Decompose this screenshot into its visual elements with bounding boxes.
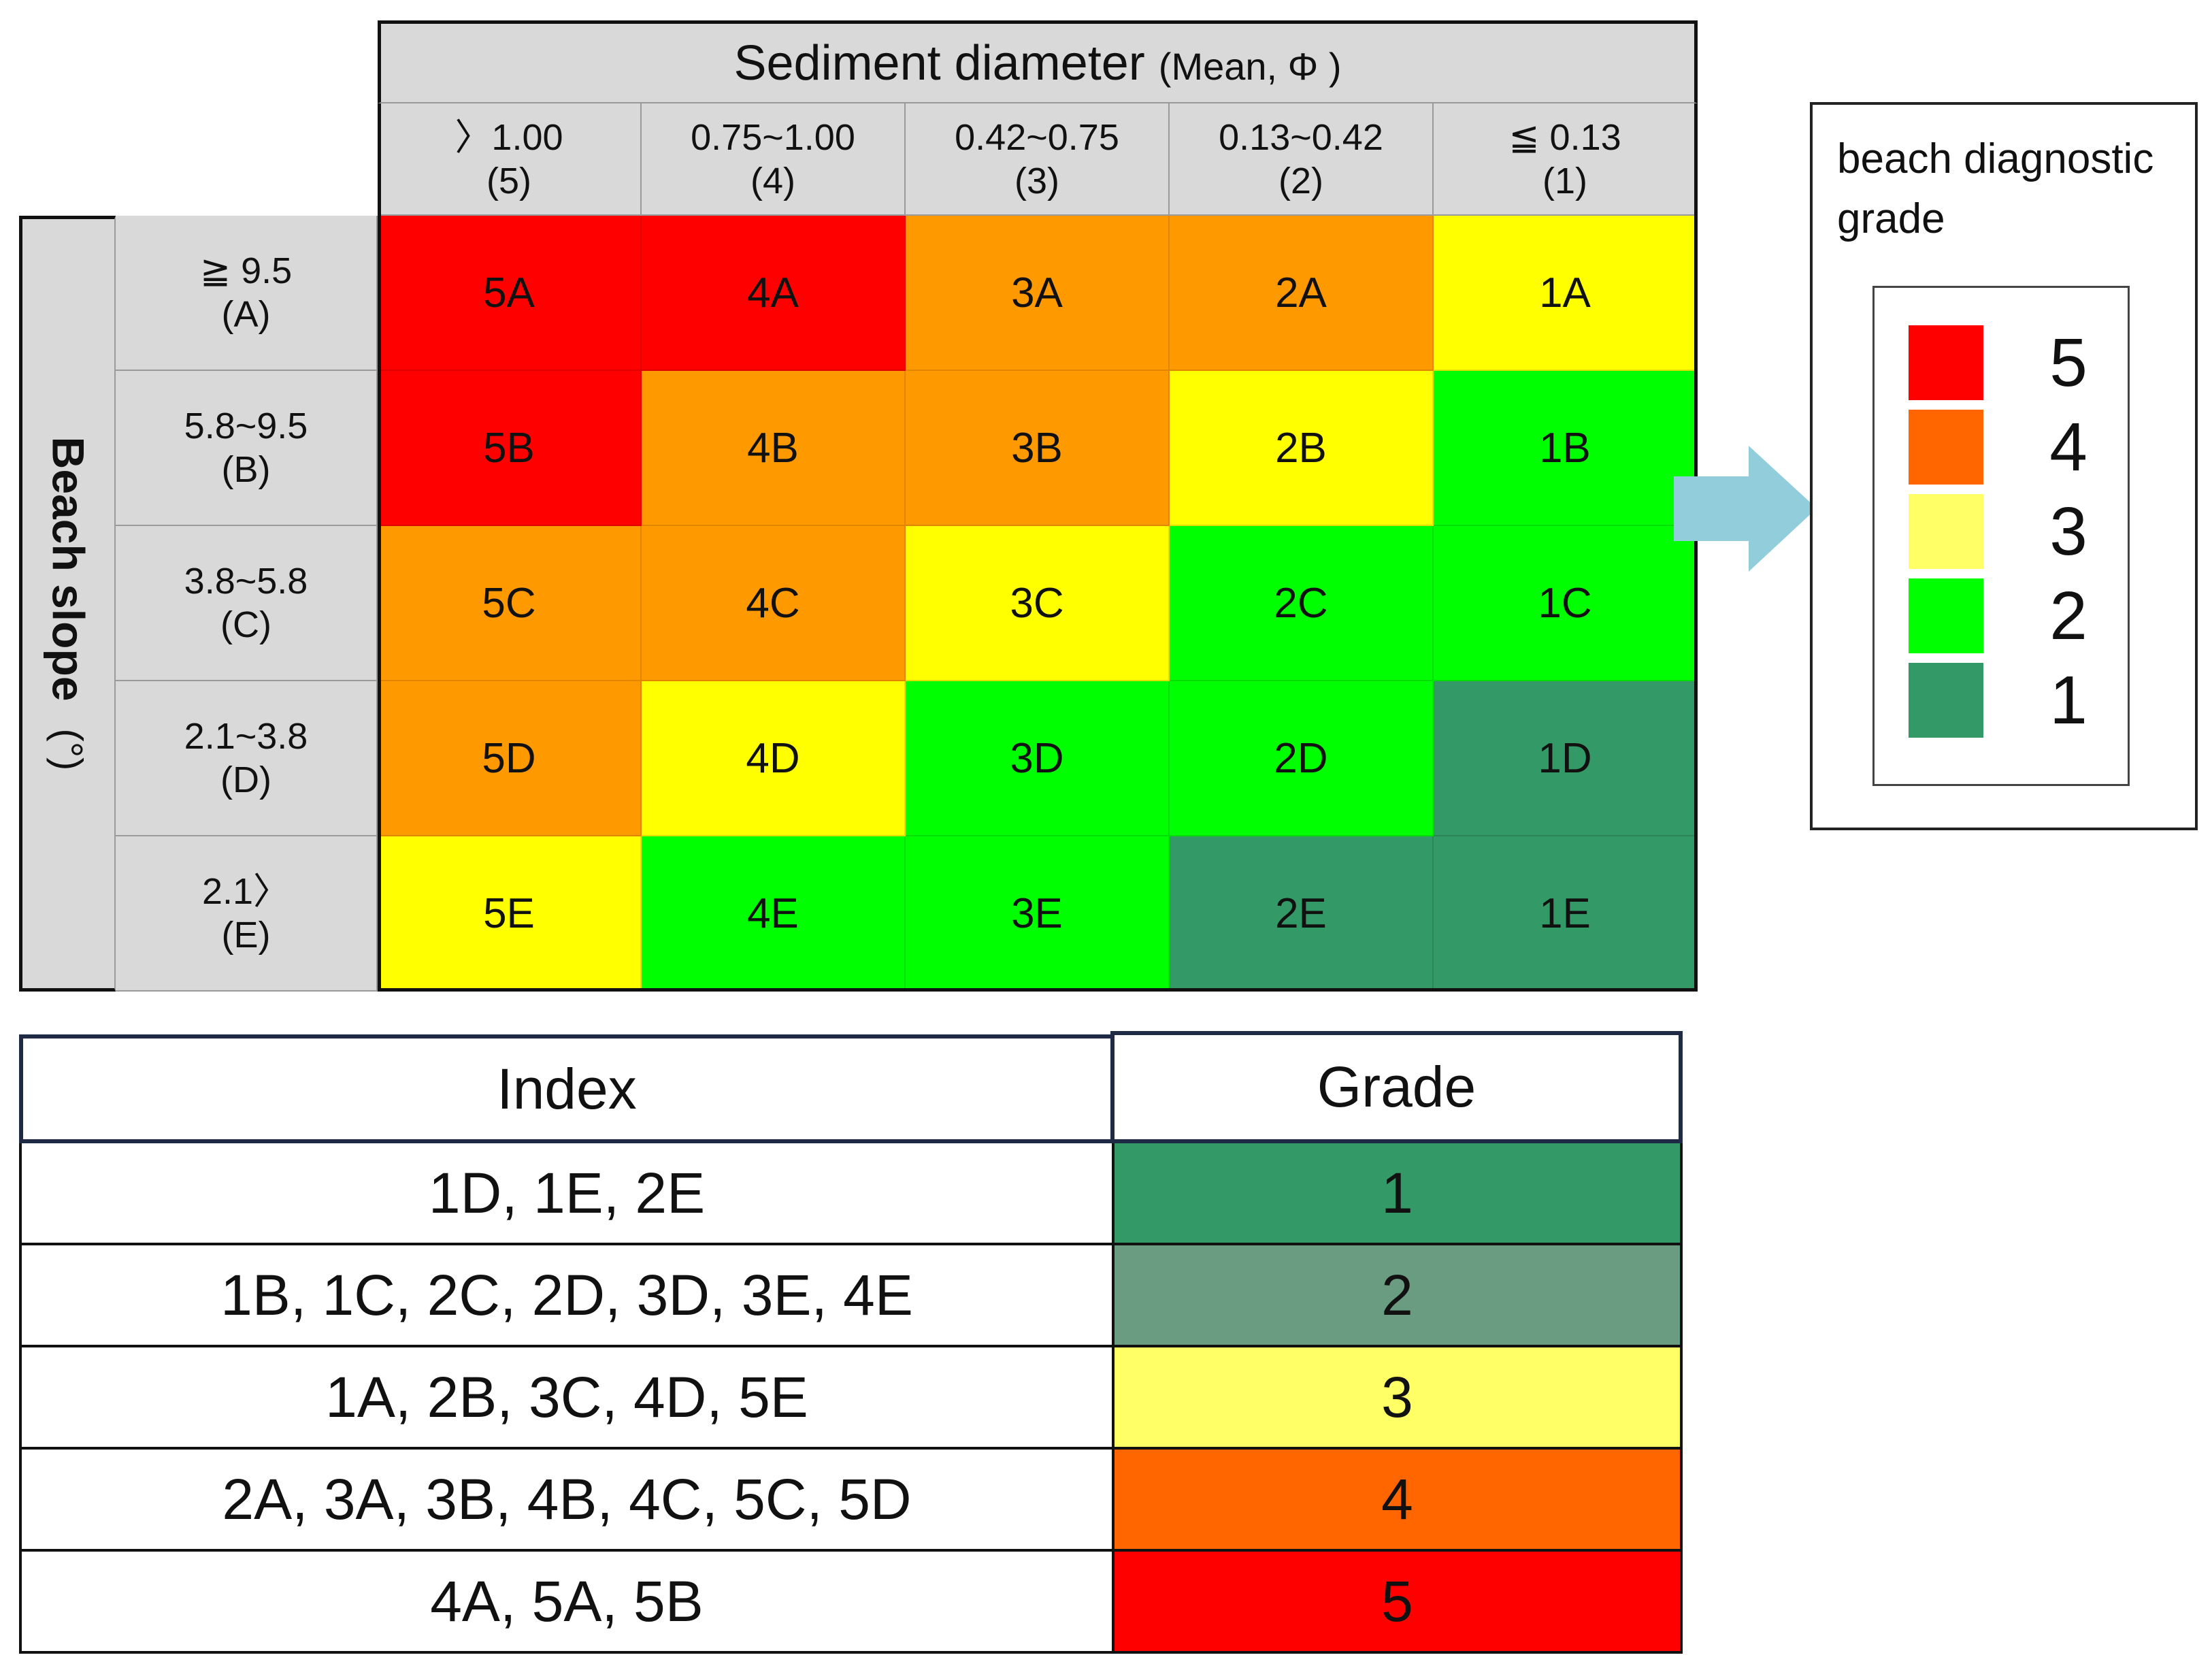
row-range: 2.1〉 (201, 871, 291, 912)
row-header-2: 5.8~9.5 (B) (116, 371, 378, 526)
matrix-cell-4A: 4A (642, 216, 906, 371)
row-axis-header: Beach slope (°) (19, 216, 116, 992)
matrix-cell-3D: 3D (906, 681, 1170, 836)
legend-label-3: 3 (2049, 493, 2087, 570)
legend-label-1: 1 (2049, 661, 2087, 738)
grade-table-index-header: Index (19, 1034, 1115, 1143)
column-axis-unit: (Mean, Φ ) (1158, 44, 1342, 88)
column-header-2: 0.75~1.00 (4) (642, 103, 906, 216)
row-range: 3.8~5.8 (184, 561, 308, 602)
matrix-cell-3B: 3B (906, 371, 1170, 526)
matrix-cell-5E: 5E (378, 836, 642, 992)
column-header-3: 0.42~0.75 (3) (906, 103, 1170, 216)
row-axis-title: Beach slope (°) (43, 437, 95, 771)
matrix-cell-3C: 3C (906, 526, 1170, 681)
matrix-cell-1E: 1E (1434, 836, 1698, 992)
column-code: (5) (486, 160, 531, 201)
legend-swatch-4 (1909, 410, 1983, 485)
matrix-cell-4E: 4E (642, 836, 906, 992)
grade-row-index: 1B, 1C, 2C, 2D, 3D, 3E, 4E (19, 1245, 1115, 1347)
grade-row-index: 1A, 2B, 3C, 4D, 5E (19, 1347, 1115, 1450)
row-header-3: 3.8~5.8 (C) (116, 526, 378, 681)
matrix-cell-3E: 3E (906, 836, 1170, 992)
column-range: 〉1.00 (455, 116, 563, 158)
row-code: (C) (220, 604, 271, 645)
grade-header-label: Grade (1317, 1055, 1476, 1119)
legend-swatch-5 (1909, 325, 1983, 400)
grade-row-index: 2A, 3A, 3B, 4B, 4C, 5C, 5D (19, 1450, 1115, 1552)
matrix-cell-2C: 2C (1170, 526, 1434, 681)
matrix-cell-1B: 1B (1434, 371, 1698, 526)
row-code: (B) (221, 449, 271, 490)
row-code: (D) (220, 759, 271, 800)
column-axis-title: Sediment diameter (Mean, Φ ) (733, 35, 1341, 91)
column-range: 0.75~1.00 (691, 116, 855, 158)
row-range: 5.8~9.5 (184, 406, 308, 446)
grade-table-grade-header: Grade (1110, 1031, 1683, 1143)
matrix-cell-1D: 1D (1434, 681, 1698, 836)
row-code: (A) (221, 294, 271, 335)
column-range: 0.42~0.75 (955, 116, 1119, 158)
legend-title-line1: beach diagnostic (1837, 135, 2154, 182)
matrix-cell-2B: 2B (1170, 371, 1434, 526)
matrix-cell-4D: 4D (642, 681, 906, 836)
row-range: 2.1~3.8 (184, 716, 308, 757)
grade-row-grade: 3 (1115, 1347, 1683, 1450)
matrix-cell-2E: 2E (1170, 836, 1434, 992)
row-header-4: 2.1~3.8 (D) (116, 681, 378, 836)
legend-title: beach diagnostic grade (1837, 129, 2191, 249)
legend-swatch-1 (1909, 663, 1983, 738)
matrix-cell-3A: 3A (906, 216, 1170, 371)
grade-row-grade: 2 (1115, 1245, 1683, 1347)
legend-label-5: 5 (2049, 324, 2087, 401)
matrix-cell-5C: 5C (378, 526, 642, 681)
grade-row-index: 4A, 5A, 5B (19, 1552, 1115, 1654)
matrix-cell-5B: 5B (378, 371, 642, 526)
index-header-label: Index (497, 1056, 637, 1121)
column-range: 0.13~0.42 (1219, 116, 1383, 158)
column-axis-header: Sediment diameter (Mean, Φ ) (378, 20, 1698, 103)
matrix-cell-2D: 2D (1170, 681, 1434, 836)
row-header-5: 2.1〉 (E) (116, 836, 378, 992)
row-header-1: ≧ 9.5 (A) (116, 216, 378, 371)
row-axis-unit: (°) (46, 728, 90, 771)
matrix-cell-1A: 1A (1434, 216, 1698, 371)
legend-swatch-2 (1909, 578, 1983, 653)
legend-label-2: 2 (2049, 577, 2087, 654)
column-header-5: ≦ 0.13 (1) (1434, 103, 1698, 216)
grade-row-grade: 1 (1115, 1143, 1683, 1245)
legend-label-4: 4 (2049, 408, 2087, 485)
column-header-4: 0.13~0.42 (2) (1170, 103, 1434, 216)
matrix-cell-5D: 5D (378, 681, 642, 836)
matrix-cell-1C: 1C (1434, 526, 1698, 681)
diagnostic-matrix: Sediment diameter (Mean, Φ ) 〉1.00 (5) 0.7… (0, 0, 1708, 1000)
column-code: (3) (1014, 160, 1059, 201)
legend-title-line2: grade (1837, 195, 1945, 242)
legend-swatch-panel (1872, 286, 2130, 786)
grade-row-grade: 4 (1115, 1450, 1683, 1552)
row-axis-title-text: Beach slope (43, 436, 94, 702)
matrix-cell-5A: 5A (378, 216, 642, 371)
column-code: (2) (1278, 160, 1323, 201)
column-code: (1) (1542, 160, 1587, 201)
grade-row-grade: 5 (1115, 1552, 1683, 1654)
right-arrow-icon (1674, 446, 1817, 572)
column-range: ≦ 0.13 (1508, 116, 1621, 158)
matrix-cell-2A: 2A (1170, 216, 1434, 371)
grade-row-index: 1D, 1E, 2E (19, 1143, 1115, 1245)
column-code: (4) (750, 160, 795, 201)
matrix-cell-4B: 4B (642, 371, 906, 526)
column-header-1: 〉1.00 (5) (378, 103, 642, 216)
row-code: (E) (221, 915, 271, 955)
column-axis-title-text: Sediment diameter (733, 35, 1145, 91)
matrix-cell-4C: 4C (642, 526, 906, 681)
legend (1810, 102, 2198, 830)
legend-swatch-3 (1909, 494, 1983, 569)
row-range: ≧ 9.5 (199, 250, 293, 291)
